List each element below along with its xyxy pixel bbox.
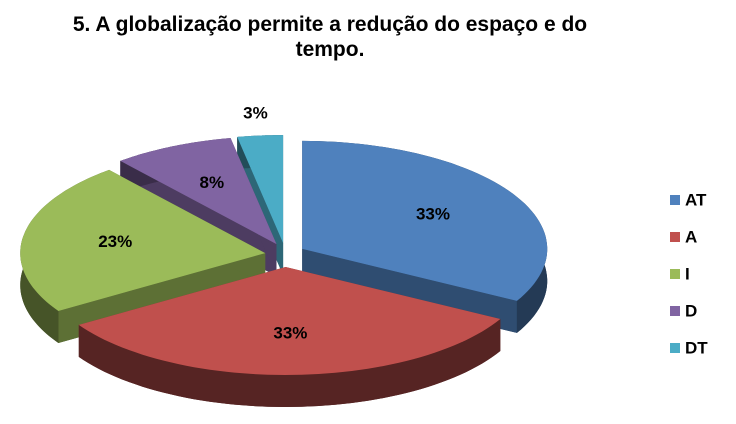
legend-swatch [670, 232, 680, 242]
slice-top [20, 169, 266, 311]
legend-swatch [670, 306, 680, 316]
legend-label: AT [685, 190, 707, 209]
slice-top [120, 138, 277, 245]
slice-wall [78, 319, 501, 407]
legend-swatch [670, 269, 680, 279]
chart-title: 5. A globalização permite a redução do e… [72, 13, 588, 61]
slice [20, 169, 266, 343]
legend-swatch [670, 343, 680, 353]
legend-label: DT [685, 338, 708, 357]
slice [78, 267, 501, 407]
data-label: 3% [243, 104, 268, 123]
slice-top [302, 140, 548, 301]
data-label: 8% [200, 173, 225, 192]
legend-label: A [685, 227, 697, 246]
legend-label: D [685, 301, 697, 320]
data-label: 33% [416, 204, 450, 223]
data-label: 23% [98, 232, 132, 251]
data-label: 33% [273, 323, 307, 342]
slice-top [78, 267, 501, 375]
legend-label: I [685, 264, 690, 283]
slice-top [237, 135, 284, 244]
legend-swatch [670, 195, 680, 205]
